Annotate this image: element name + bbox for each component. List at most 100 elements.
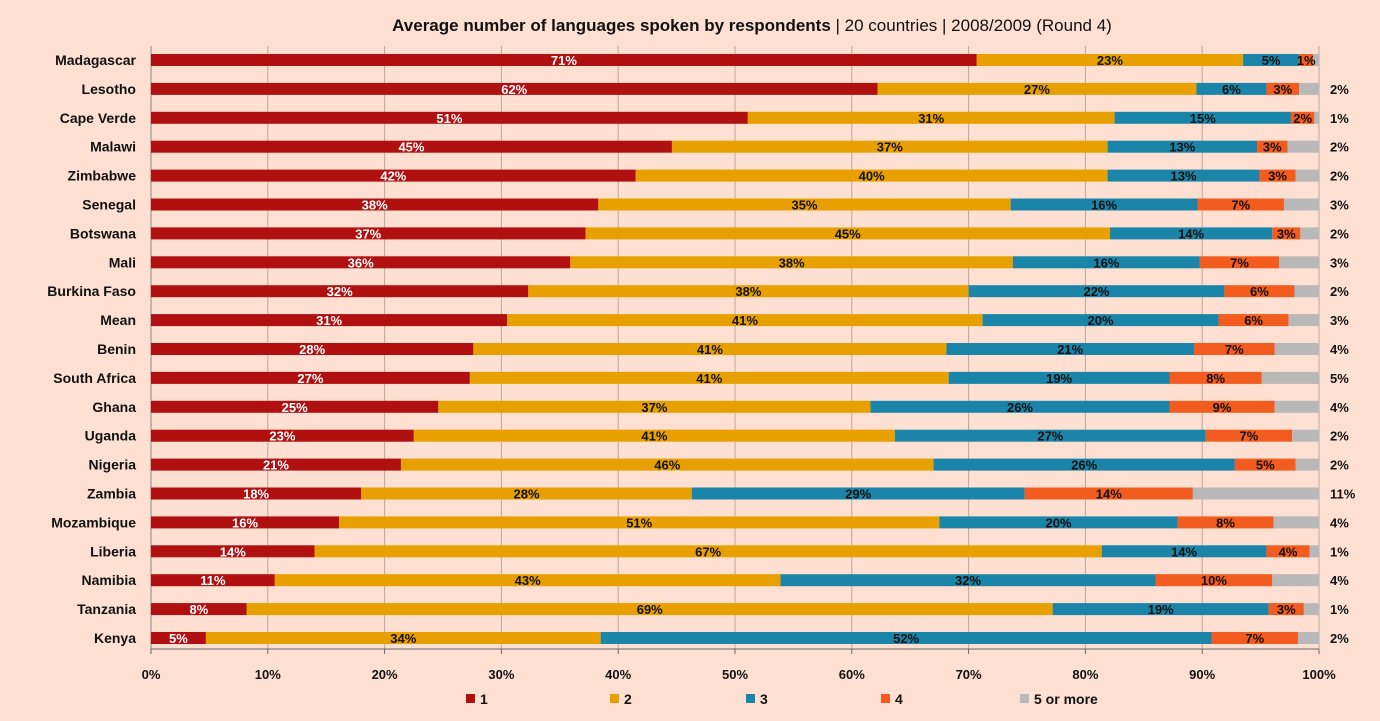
bar-segment-series-3 [968,285,1225,298]
data-label: 3% [1268,169,1287,184]
bar-segment-series-4 [1272,227,1301,240]
data-label: 8% [1216,515,1235,530]
data-label: 7% [1231,198,1250,213]
bar-segment-series-2 [438,400,871,413]
data-label: 8% [189,602,208,617]
data-label: 21% [1057,342,1083,357]
bar-segment-series-2 [361,487,692,500]
data-label: 2% [1293,111,1312,126]
category-label: Namibia [82,572,137,588]
bar-segment-series-2 [274,574,781,587]
data-label: 31% [316,313,342,328]
bar-segment-series-2 [877,82,1197,95]
bar-segment-series-2 [671,140,1108,153]
bar-segment-series-4 [1155,574,1273,587]
data-label: 16% [232,515,258,530]
legend-label: 2 [624,691,632,707]
data-label: 52% [893,631,919,646]
x-tick-label: 70% [956,667,982,682]
bar-segment-series-3 [1107,169,1260,182]
data-label: 3% [1330,255,1349,270]
data-label: 13% [1170,169,1196,184]
bar-segment-series-1 [151,314,508,327]
data-label: 2% [1330,284,1349,299]
bar-segment-series-5-or-more [1295,458,1319,471]
data-label: 15% [1190,111,1216,126]
category-label: Kenya [94,630,136,646]
bar-segment-series-4 [1257,140,1288,153]
legend-swatch [610,694,619,703]
data-label: 2% [1330,226,1349,241]
bar-segment-series-3 [1109,227,1273,240]
bar-segment-series-4 [1211,632,1298,644]
legend-swatch [1020,694,1029,703]
bar-segment-series-1 [151,82,878,95]
data-label: 10% [1201,573,1227,588]
data-label: 3% [1330,198,1349,213]
data-label: 41% [732,313,758,328]
data-label: 67% [695,544,721,559]
data-label: 71% [551,53,577,68]
bar-segment-series-5-or-more [1283,198,1319,211]
legend-label: 4 [895,691,903,707]
bar-segment-series-5-or-more [1274,400,1319,413]
category-label: Mali [109,254,136,270]
data-label: 51% [626,515,652,530]
bar-segment-series-1 [151,227,586,240]
bar-segment-series-4 [1194,343,1275,355]
bar-segment-series-1 [151,545,315,558]
category-label: Senegal [82,197,136,213]
data-label: 11% [200,573,226,588]
data-label: 14% [1178,226,1204,241]
bar-segment-series-1 [151,54,977,66]
data-label: 9% [1213,400,1232,415]
bar-segment-series-2 [747,111,1115,124]
bar-segment-series-2 [314,545,1102,558]
data-label: 43% [515,573,541,588]
bar-segment-series-3 [1114,111,1291,124]
x-tick-label: 30% [488,667,514,682]
legend-swatch [881,694,890,703]
bar-segment-series-4 [1266,82,1300,95]
bar-segment-series-3 [1012,256,1200,269]
data-label: 45% [398,140,424,155]
bar-segment-series-5-or-more [1192,487,1319,500]
data-label: 25% [282,400,308,415]
data-label: 8% [1206,371,1225,386]
data-label: 7% [1240,429,1259,444]
bar-segment-series-5-or-more [1274,343,1319,355]
data-label: 28% [513,487,539,502]
data-label: 5% [169,631,188,646]
bar-segment-series-2 [400,458,934,471]
bar-segment-series-4 [1266,545,1310,558]
bar-segment-series-3 [1010,198,1198,211]
bar-segment-series-2 [469,371,949,384]
data-label: 31% [918,111,944,126]
bar-segment-series-2 [507,314,983,327]
bar-segment-series-3 [1052,603,1269,616]
data-label: 13% [1169,140,1195,155]
bar-segment-series-5-or-more [1309,545,1319,558]
data-label: 32% [955,573,981,588]
bar-segment-series-5-or-more [1300,227,1319,240]
legend: 1 2 3 4 5 or more [466,691,1098,707]
bar-segment-series-3 [982,314,1219,327]
bar-segment-series-1 [151,487,362,500]
bar-segment-series-3 [1243,54,1300,66]
bar-segment-series-4 [1234,458,1296,471]
bar-segment-series-5-or-more [1287,140,1319,153]
data-label: 7% [1245,631,1264,646]
category-label: Zambia [87,486,136,502]
data-label: 62% [501,82,527,97]
category-label: Botswana [70,225,136,241]
data-labels: 71% 23% 5% 1%62% 27% 6% 3% 2%51% 31% 15% 2% 1%45% 37… [169,53,1356,646]
bar-segment-series-3 [780,574,1156,587]
bar-segment-series-1 [151,574,275,587]
data-label: 28% [299,342,325,357]
bar-segment-series-5-or-more [1292,429,1319,442]
data-label: 4% [1279,544,1298,559]
bar-segment-series-1 [151,256,571,269]
data-label: 6% [1244,313,1263,328]
category-label: Ghana [92,399,136,415]
x-tick-label: 90% [1189,667,1215,682]
